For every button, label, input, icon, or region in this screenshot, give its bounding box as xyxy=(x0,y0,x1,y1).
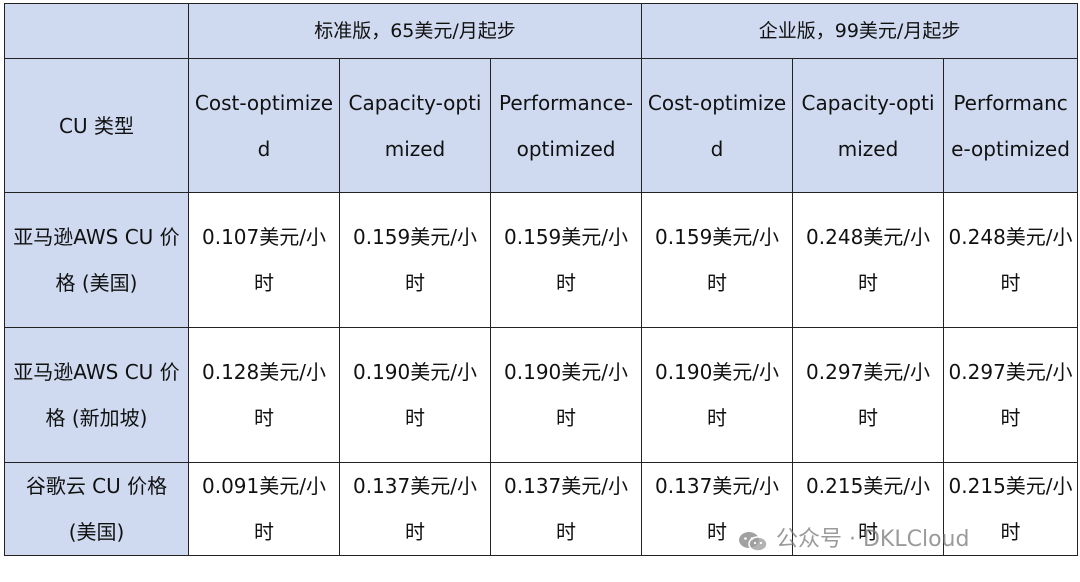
watermark: 公众号 · DKLCloud xyxy=(738,520,1058,560)
table-header-row: 标准版，65美元/月起步 企业版，99美元/月起步 xyxy=(4,3,1079,59)
column-header: Performance-optimized xyxy=(489,58,643,193)
price-cell: 0.128美元/小时 xyxy=(188,327,340,463)
price-cell: 0.297美元/小时 xyxy=(792,327,945,463)
price-cell: 0.091美元/小时 xyxy=(188,462,340,556)
column-header: Cost-optimized xyxy=(641,58,794,193)
price-cell: 0.215美元/小时 xyxy=(943,462,1079,556)
price-cell: 0.159美元/小时 xyxy=(641,192,794,328)
enterprise-edition-header: 企业版，99美元/月起步 xyxy=(641,3,1079,59)
table-subheader-row: CU 类型 Cost-optimized Capacity-optimized … xyxy=(4,58,1079,193)
price-cell: 0.137美元/小时 xyxy=(489,462,643,556)
cu-type-label: CU 类型 xyxy=(4,58,189,193)
price-cell: 0.159美元/小时 xyxy=(489,192,643,328)
price-cell: 0.190美元/小时 xyxy=(339,327,491,463)
price-cell: 0.190美元/小时 xyxy=(489,327,643,463)
header-corner-cell xyxy=(4,3,189,59)
row-label: 谷歌云 CU 价格 (美国) xyxy=(4,462,189,556)
price-cell: 0.190美元/小时 xyxy=(641,327,794,463)
table-row: 亚马逊AWS CU 价格 (新加坡) 0.128美元/小时 0.190美元/小时… xyxy=(4,327,1079,463)
standard-edition-header: 标准版，65美元/月起步 xyxy=(187,3,643,59)
price-cell: 0.137美元/小时 xyxy=(339,462,491,556)
price-cell: 0.248美元/小时 xyxy=(943,192,1079,328)
wechat-icon xyxy=(738,528,768,552)
price-cell: 0.107美元/小时 xyxy=(188,192,340,328)
price-cell: 0.159美元/小时 xyxy=(339,192,491,328)
price-cell: 0.137美元/小时 xyxy=(641,462,794,556)
table-row: 亚马逊AWS CU 价格 (美国) 0.107美元/小时 0.159美元/小时 … xyxy=(4,192,1079,328)
pricing-table: 标准版，65美元/月起步 企业版，99美元/月起步 CU 类型 Cost-opt… xyxy=(4,3,1079,556)
column-header: Cost-optimized xyxy=(188,58,340,193)
row-label: 亚马逊AWS CU 价格 (美国) xyxy=(4,192,189,328)
watermark-text: 公众号 · DKLCloud xyxy=(776,527,970,552)
table-row: 谷歌云 CU 价格 (美国) 0.091美元/小时 0.137美元/小时 0.1… xyxy=(4,462,1079,556)
column-header: Performance-optimized xyxy=(943,58,1079,193)
price-cell: 0.248美元/小时 xyxy=(792,192,945,328)
column-header: Capacity-optimized xyxy=(339,58,491,193)
column-header: Capacity-optimized xyxy=(792,58,945,193)
row-label: 亚马逊AWS CU 价格 (新加坡) xyxy=(4,327,189,463)
price-cell: 0.297美元/小时 xyxy=(943,327,1079,463)
price-cell: 0.215美元/小时 xyxy=(792,462,945,556)
